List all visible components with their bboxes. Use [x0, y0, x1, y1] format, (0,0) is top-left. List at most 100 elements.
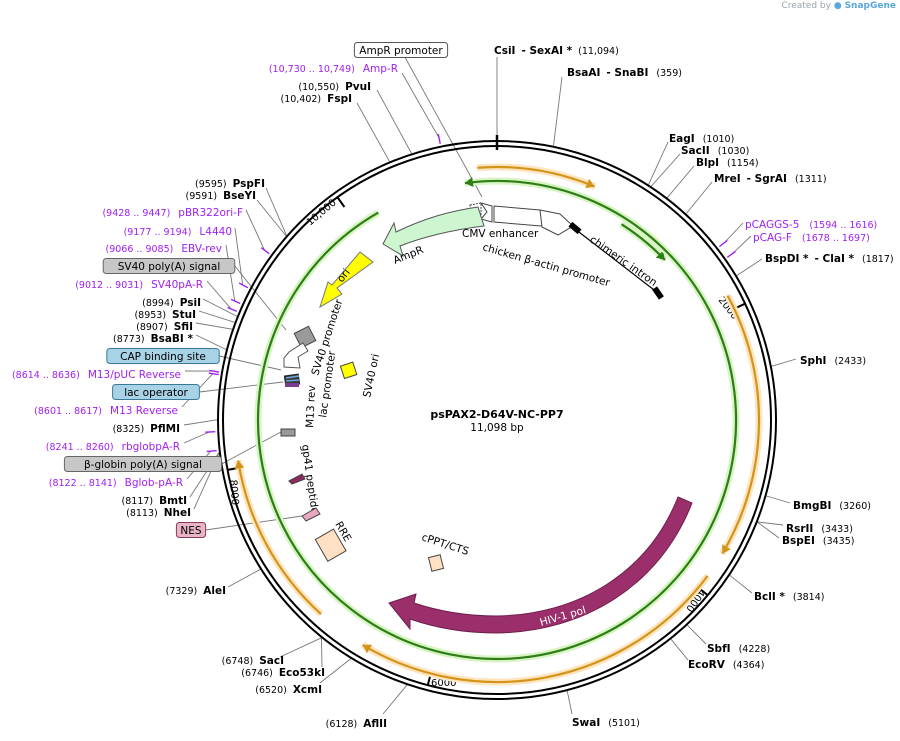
primer-pcaggs-5[interactable]: pCAGGS-5 (1594 .. 1616)	[745, 219, 877, 231]
svg-text:NES: NES	[180, 525, 201, 537]
svg-text:β-globin poly(A) signal: β-globin poly(A) signal	[84, 459, 202, 471]
svg-text:(7329)AleI: (7329) AleI	[166, 585, 226, 597]
tag-globin-poly-a-signal[interactable]: β-globin poly(A) signal	[63, 456, 223, 472]
svg-text:(8113)NheI: (8113) NheI	[126, 507, 191, 519]
site-csii[interactable]: CsiI - SexAI * (11,094)	[494, 45, 619, 57]
site-sfii[interactable]: (8907) SfiI	[136, 321, 193, 333]
site-bspei[interactable]: BspEI (3435)	[782, 535, 854, 547]
site-sacii[interactable]: SacII (1030)	[681, 145, 749, 157]
site-bmti[interactable]: (8117) BmtI	[122, 495, 187, 507]
primer-sv40pa-r[interactable]: (9012 .. 9031) SV40pA-R	[75, 279, 203, 291]
svg-text:(9595)PspFI: (9595) PspFI	[195, 178, 265, 190]
site-stui[interactable]: (8953) StuI	[134, 309, 196, 321]
site-xcmi[interactable]: (6520) XcmI	[255, 684, 322, 696]
primer-mark-ebv-rev	[230, 298, 241, 305]
site-pflmi[interactable]: (8325) PflMI	[113, 423, 180, 435]
site-psii[interactable]: (8994) PsiI	[142, 297, 201, 309]
site-aflii[interactable]: (6128) AflII	[326, 718, 387, 730]
site-ecorv[interactable]: EcoRV (4364)	[688, 659, 764, 671]
primer-rbglobpa-r[interactable]: (8241 .. 8260) rbglobpA-R	[46, 441, 180, 453]
cmv-enhancer-label: CMV enhancer	[462, 228, 539, 240]
sv40-ori-label: SV40 ori	[361, 353, 382, 399]
primer-m13-reverse[interactable]: (8601 .. 8617) M13 Reverse	[34, 405, 178, 417]
tag-ampr-promoter[interactable]: AmpR promoter	[353, 42, 449, 58]
bglobin-polya-box[interactable]	[280, 428, 296, 437]
cppt-cts-feature[interactable]: cPPT/CTS	[420, 531, 471, 572]
primer-mark-m13-puc-reverse	[209, 369, 220, 373]
site-swai[interactable]: SwaI (5101)	[572, 717, 640, 729]
svg-text:(9066 .. 9085)EBV-rev: (9066 .. 9085) EBV-rev	[106, 243, 223, 255]
tag-lac-operator[interactable]: lac operator	[112, 384, 200, 400]
primer-amp-r[interactable]: (10,730 .. 10,749) Amp-R	[269, 63, 398, 75]
site-alei[interactable]: (7329) AleI	[166, 585, 226, 597]
site-saci[interactable]: (6748) SacI	[222, 655, 284, 667]
site-eagi[interactable]: EagI (1010)	[669, 133, 734, 145]
tag-sv40-poly-a-signal[interactable]: SV40 poly(A) signal	[102, 258, 236, 274]
orf-left-arc[interactable]	[237, 460, 322, 615]
site-blpi[interactable]: BlpI (1154)	[696, 157, 759, 169]
primer-bglob-pa-r[interactable]: (8122 .. 8141) Bglob-pA-R	[49, 477, 183, 489]
site-eco53ki[interactable]: (6746) Eco53kI	[241, 667, 325, 679]
rre-feature[interactable]: RRE	[314, 520, 353, 562]
svg-text:(8117)BmtI: (8117) BmtI	[122, 495, 187, 507]
primer-mark-pcag-f	[726, 250, 736, 258]
site-mrei[interactable]: MreI - SgrAI (1311)	[714, 173, 827, 185]
site-pvui[interactable]: (10,550) PvuI	[298, 81, 371, 93]
orf-left-arc-head	[234, 460, 245, 470]
site-bseyi[interactable]: (9591) BseYI	[186, 190, 256, 202]
site-bsabi[interactable]: (8773) BsaBI *	[113, 333, 193, 345]
svg-text:RsrII(3433): RsrII (3433)	[786, 523, 853, 535]
primer-mark-sv40pa-r	[227, 306, 238, 313]
primer-ebv-rev[interactable]: (9066 .. 9085) EBV-rev	[106, 243, 223, 255]
primer-pcag-f[interactable]: pCAG-F (1678 .. 1697)	[753, 232, 870, 244]
orf-right-arc[interactable]	[721, 294, 761, 555]
svg-text:(8773)BsaBI *: (8773) BsaBI *	[113, 333, 193, 345]
tick-mark-10-000	[336, 196, 346, 208]
outer-labels: CsiI - SexAI * (11,094) BsaAI - SnaBI (359) Ea…	[12, 45, 894, 730]
svg-text:BspEI(3435): BspEI (3435)	[782, 535, 854, 547]
gp41-peptide-feature[interactable]: gp41 peptide	[288, 444, 321, 515]
svg-text:SacII(1030): SacII (1030)	[681, 145, 749, 157]
ori-feature[interactable]: ori	[319, 251, 374, 309]
svg-text:MreI- SgrAI(1311): MreI - SgrAI (1311)	[714, 173, 827, 185]
svg-text:BmgBI(3260): BmgBI (3260)	[793, 500, 871, 512]
snapgene-logo-icon: ●	[833, 1, 842, 11]
sv40-promoter-feature[interactable]: SV40 promoter	[293, 297, 346, 377]
cba-orf-arc[interactable]	[477, 165, 596, 188]
site-bspdi[interactable]: BspDI * - ClaI * (1817)	[765, 253, 894, 265]
svg-text:(8325)PflMI: (8325) PflMI	[113, 423, 180, 435]
svg-text:EcoRV(4364): EcoRV (4364)	[688, 659, 764, 671]
svg-text:EagI(1010): EagI (1010)	[669, 133, 734, 145]
svg-text:BspDI *- ClaI *(1817): BspDI * - ClaI * (1817)	[765, 253, 894, 265]
svg-text:(8994)PsiI: (8994) PsiI	[142, 297, 201, 309]
site-sphi[interactable]: SphI (2433)	[800, 355, 866, 367]
site-bcli[interactable]: BclI * (3814)	[754, 591, 824, 603]
ampr-green-arc[interactable]	[256, 179, 738, 661]
svg-text:(9591)BseYI: (9591) BseYI	[186, 190, 256, 202]
primer-pbr322ori-f[interactable]: (9428 .. 9447) pBR322ori-F	[102, 207, 243, 219]
primer-marks	[205, 133, 736, 453]
site-pspfi[interactable]: (9595) PspFI	[195, 178, 265, 190]
orf-bottom-arc[interactable]	[362, 575, 709, 684]
site-nhei[interactable]: (8113) NheI	[126, 507, 191, 519]
credit-prefix: Created by	[781, 1, 831, 11]
svg-text:(8601 .. 8617)M13 Reverse: (8601 .. 8617) M13 Reverse	[34, 405, 178, 417]
site-rsrii[interactable]: RsrII (3433)	[786, 523, 853, 535]
primer-mark-pcaggs-5	[718, 239, 728, 248]
nes-box[interactable]	[301, 507, 321, 522]
tag-nes[interactable]: NES	[175, 522, 207, 538]
m13-rev-feature[interactable]: M13 rev	[283, 373, 318, 428]
site-bsaai[interactable]: BsaAI - SnaBI (359)	[567, 67, 682, 79]
tag-cap-binding-site[interactable]: CAP binding site	[106, 348, 220, 364]
primer-l4440[interactable]: (9177 .. 9194) L4440	[124, 226, 232, 238]
svg-text:(9428 .. 9447)pBR322ori-F: (9428 .. 9447) pBR322ori-F	[102, 207, 243, 219]
primer-m13-puc-reverse[interactable]: (8614 .. 8636) M13/pUC Reverse	[12, 369, 181, 381]
cba-orf-arc-head	[585, 178, 595, 189]
cba-promoter-feature[interactable]: chicken β-actin promoter	[481, 205, 612, 289]
site-sbfi[interactable]: SbfI (4228)	[707, 643, 770, 655]
site-fspi[interactable]: (10,402) FspI	[280, 93, 352, 105]
primer-mark-bglob-pa-r	[206, 449, 217, 453]
site-bmgbi[interactable]: BmgBI (3260)	[793, 500, 871, 512]
sv40-ori-feature[interactable]: SV40 ori	[339, 353, 382, 399]
